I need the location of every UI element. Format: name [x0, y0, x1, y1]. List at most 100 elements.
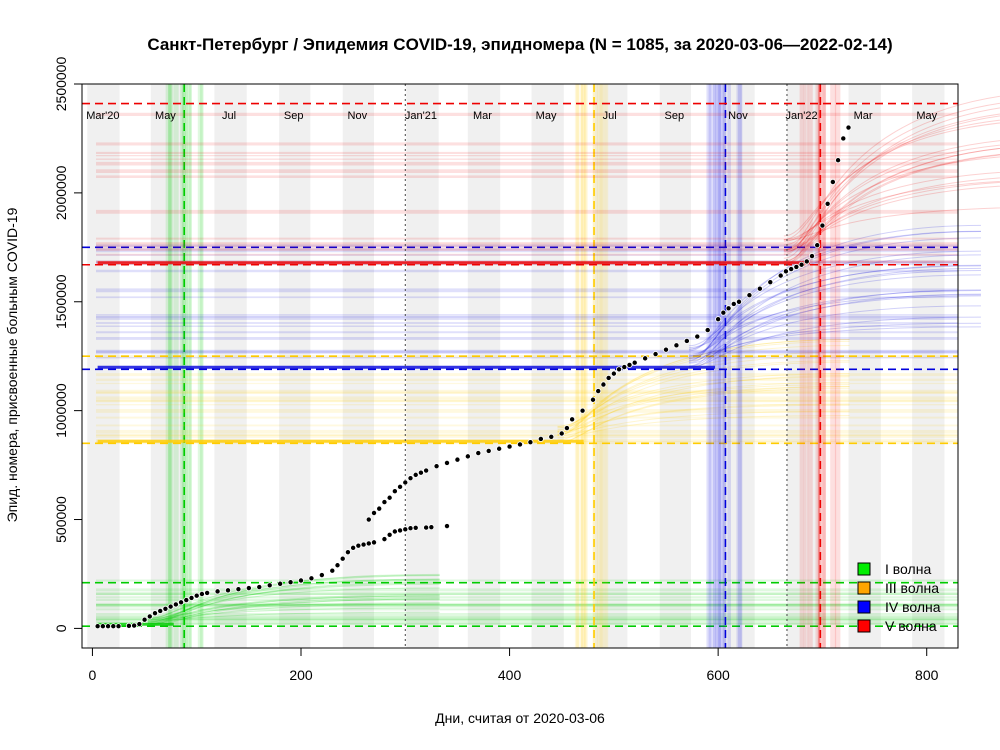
data-point [715, 316, 722, 323]
data-point [793, 263, 800, 270]
month-label: Jul [222, 110, 236, 122]
wave-fan-curve [783, 107, 1000, 265]
wave-2 [82, 84, 958, 648]
data-point [443, 459, 450, 466]
wave-fan-curve [688, 289, 981, 367]
wave-fan-curve [688, 326, 981, 357]
data-point [402, 526, 409, 533]
wave-fan-curve [557, 339, 850, 436]
legend-swatch [857, 562, 871, 576]
y-tick-label: 0 [53, 624, 69, 632]
wave-fan-curve [688, 274, 981, 357]
data-point [730, 300, 737, 307]
wave-fan-curve [783, 207, 1000, 241]
data-point [198, 590, 205, 597]
wave-fan-curve [557, 384, 850, 429]
data-point [814, 242, 821, 249]
year-lines [404, 84, 788, 648]
month-band [723, 84, 755, 648]
data-point [214, 588, 221, 595]
wave-fan-curve [688, 294, 981, 349]
data-point [412, 471, 419, 478]
data-point [433, 463, 440, 470]
data-point [157, 607, 164, 614]
data-point [407, 475, 414, 482]
data-point [266, 582, 273, 589]
x-axis-label: Дни, считая от 2020-03-06 [435, 710, 605, 726]
data-point [178, 599, 185, 606]
data-point [391, 528, 398, 535]
data-point [767, 279, 774, 286]
data-point [125, 622, 132, 629]
data-point [334, 562, 341, 569]
wave-fan-curve [688, 322, 981, 360]
data-point [558, 430, 565, 437]
wave-fan-curve [688, 295, 981, 362]
x-tick-label: 800 [915, 667, 939, 683]
data-point [355, 542, 362, 549]
wave-fan-curve [557, 410, 850, 437]
data-point [412, 524, 419, 531]
data-point [350, 544, 357, 551]
month-label: Jan'21 [405, 110, 437, 122]
wave-fan-curve [557, 340, 850, 436]
legend-label: III волна [885, 580, 939, 596]
wave-fan-curve [688, 267, 981, 364]
data-point [344, 549, 351, 556]
data-point [720, 309, 727, 316]
data-point [151, 610, 158, 617]
wave-fan-curve [147, 578, 440, 619]
data-point [407, 525, 414, 532]
data-point [673, 342, 680, 349]
month-labels: Mar'20 May Jul Sep Nov Jan'21 Mar May Jul Sep Nov J… [86, 110, 937, 122]
wave-fan-curve [688, 265, 981, 347]
data-point [381, 499, 388, 506]
wave-fan-curve [688, 230, 981, 361]
data-point [631, 359, 638, 366]
data-point [579, 407, 586, 414]
data-point [365, 516, 372, 523]
wave-fan-curve [688, 305, 981, 364]
wave-fan-curve [557, 403, 850, 433]
wave-fan-curve [783, 95, 1000, 251]
data-point [475, 450, 482, 457]
data-point [496, 445, 503, 452]
wave-fan-curve [688, 290, 981, 355]
data-point [287, 579, 294, 586]
data-point [167, 603, 174, 610]
data-point [704, 327, 711, 334]
data-point [590, 396, 597, 403]
wave-fan-curve [783, 180, 1000, 241]
data-point [443, 523, 450, 530]
chart-title: Санкт-Петербург / Эпидемия COVID-19, эпи… [147, 35, 892, 54]
wave-fan-curve [783, 177, 1000, 253]
data-point [756, 285, 763, 292]
month-band [848, 84, 881, 648]
data-point [527, 439, 534, 446]
wave-fan-curve [688, 250, 981, 350]
data-point [663, 346, 670, 353]
month-label: May [536, 110, 557, 122]
month-label: Mar'20 [86, 110, 119, 122]
data-point [256, 584, 263, 591]
data-point [386, 531, 393, 538]
data-point [819, 222, 826, 229]
data-point [94, 623, 101, 630]
wave-fan-curve [783, 144, 1000, 251]
wave-fan-curve [783, 148, 1000, 262]
data-point [423, 467, 430, 474]
data-point [397, 483, 404, 490]
data-point [146, 613, 153, 620]
wave-fan-curve [147, 611, 440, 622]
wave-fan-curve [688, 316, 981, 368]
data-point [339, 555, 346, 562]
data-point [626, 361, 633, 368]
data-point [809, 253, 816, 260]
wave-fan-curve [783, 154, 1000, 262]
data-point [417, 469, 424, 476]
data-point [183, 597, 190, 604]
data-point [829, 178, 836, 185]
y-tick-label: 2000000 [53, 165, 69, 220]
wave-fan-curve [783, 181, 1000, 251]
